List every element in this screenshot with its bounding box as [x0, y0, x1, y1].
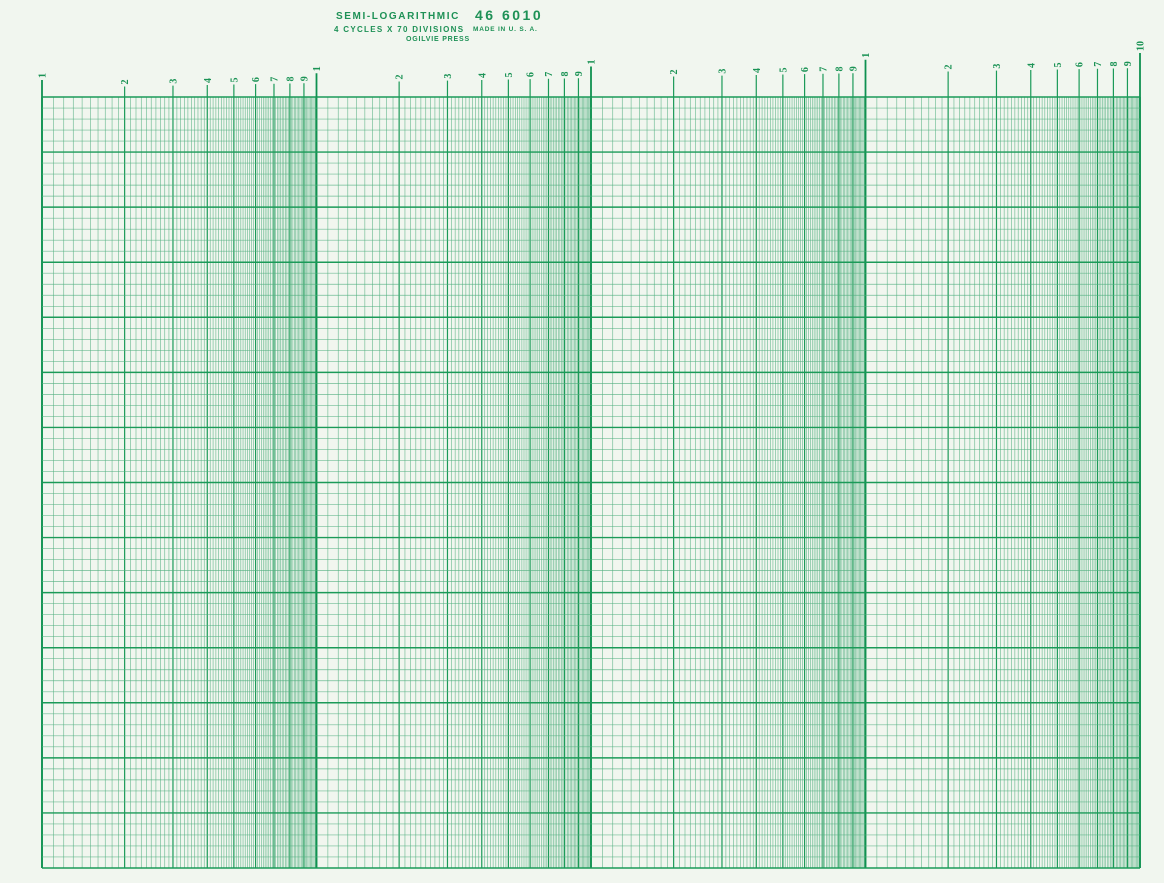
svg-text:3: 3 — [168, 79, 179, 84]
svg-text:2: 2 — [395, 74, 406, 79]
svg-text:9: 9 — [848, 66, 859, 71]
svg-text:9: 9 — [299, 76, 310, 81]
svg-text:6: 6 — [1075, 62, 1086, 67]
svg-text:2: 2 — [120, 79, 131, 84]
svg-text:4: 4 — [477, 73, 488, 78]
svg-text:8: 8 — [1109, 61, 1120, 66]
svg-text:6: 6 — [251, 77, 262, 82]
svg-text:6: 6 — [526, 72, 537, 77]
svg-text:4: 4 — [1026, 63, 1037, 68]
svg-text:10: 10 — [1136, 41, 1147, 51]
svg-text:1: 1 — [38, 73, 49, 78]
svg-text:1: 1 — [312, 66, 323, 71]
svg-text:8: 8 — [560, 71, 571, 76]
svg-text:9: 9 — [574, 71, 585, 76]
svg-text:3: 3 — [717, 69, 728, 74]
svg-text:4: 4 — [203, 78, 214, 83]
svg-text:2: 2 — [944, 64, 955, 69]
svg-text:5: 5 — [504, 73, 515, 78]
paper-title: SEMI-LOGARITHMIC — [336, 11, 460, 22]
paper-subtitle: 4 CYCLES X 70 DIVISIONS — [334, 25, 465, 34]
svg-text:5: 5 — [229, 78, 240, 83]
svg-text:8: 8 — [834, 66, 845, 71]
svg-text:7: 7 — [544, 72, 555, 77]
svg-text:5: 5 — [778, 68, 789, 73]
svg-text:3: 3 — [992, 64, 1003, 69]
svg-text:6: 6 — [800, 67, 811, 72]
svg-text:4: 4 — [752, 68, 763, 73]
svg-text:1: 1 — [587, 60, 598, 65]
svg-text:5: 5 — [1053, 63, 1064, 68]
catalog-number: 46 6010 — [475, 7, 544, 23]
made-in-label: MADE IN U. S. A. — [473, 26, 538, 33]
svg-text:3: 3 — [443, 74, 454, 79]
svg-text:8: 8 — [285, 76, 296, 81]
publisher-label: OGILVIE PRESS — [406, 36, 470, 43]
svg-text:1: 1 — [861, 53, 872, 58]
svg-text:7: 7 — [269, 77, 280, 82]
svg-text:7: 7 — [1093, 62, 1104, 67]
svg-text:2: 2 — [669, 69, 680, 74]
svg-text:7: 7 — [818, 67, 829, 72]
svg-text:9: 9 — [1123, 61, 1134, 66]
